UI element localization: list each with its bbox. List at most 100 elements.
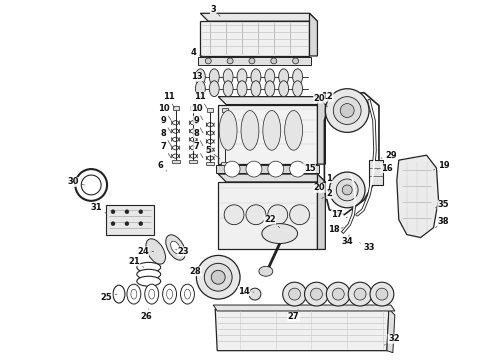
Circle shape <box>249 58 255 64</box>
Polygon shape <box>206 162 214 165</box>
Ellipse shape <box>219 111 237 150</box>
Text: 17: 17 <box>331 210 347 219</box>
Circle shape <box>125 210 129 214</box>
Text: 9: 9 <box>194 116 203 133</box>
Text: 31: 31 <box>90 203 107 213</box>
Polygon shape <box>221 162 229 165</box>
Text: 34: 34 <box>342 235 353 246</box>
Ellipse shape <box>279 81 289 96</box>
Text: 15: 15 <box>304 163 319 176</box>
Circle shape <box>305 282 328 306</box>
Text: 27: 27 <box>288 309 299 321</box>
Circle shape <box>348 282 372 306</box>
Text: 30: 30 <box>68 177 84 186</box>
Polygon shape <box>172 105 178 109</box>
Circle shape <box>311 288 322 300</box>
Ellipse shape <box>223 69 233 85</box>
Circle shape <box>354 288 366 300</box>
Text: 35: 35 <box>436 200 449 209</box>
Text: 11: 11 <box>195 92 207 108</box>
Circle shape <box>227 58 233 64</box>
Text: 22: 22 <box>264 215 280 228</box>
Ellipse shape <box>209 69 219 85</box>
Text: 12: 12 <box>318 92 333 101</box>
Text: 18: 18 <box>328 225 343 234</box>
Text: 19: 19 <box>434 161 449 170</box>
Ellipse shape <box>237 69 247 85</box>
Text: 38: 38 <box>436 217 449 228</box>
Polygon shape <box>200 21 310 56</box>
Text: 28: 28 <box>190 267 205 276</box>
Ellipse shape <box>251 69 261 85</box>
Polygon shape <box>218 182 318 249</box>
Ellipse shape <box>265 69 275 85</box>
Text: 7: 7 <box>194 142 203 158</box>
Text: 20: 20 <box>314 94 327 107</box>
Ellipse shape <box>167 289 172 299</box>
Text: 8: 8 <box>194 129 203 146</box>
Ellipse shape <box>113 285 125 303</box>
Polygon shape <box>369 160 383 185</box>
Circle shape <box>329 172 365 208</box>
Text: 13: 13 <box>191 72 205 83</box>
Text: 11: 11 <box>163 92 174 108</box>
Circle shape <box>271 58 277 64</box>
Circle shape <box>376 288 388 300</box>
Circle shape <box>249 288 261 300</box>
Circle shape <box>139 222 143 226</box>
Ellipse shape <box>196 81 205 96</box>
Ellipse shape <box>262 224 297 243</box>
Ellipse shape <box>146 239 166 264</box>
Ellipse shape <box>293 81 302 96</box>
Ellipse shape <box>137 262 161 272</box>
Ellipse shape <box>263 111 281 150</box>
Polygon shape <box>222 108 228 112</box>
Circle shape <box>75 169 107 201</box>
Ellipse shape <box>145 284 159 304</box>
Text: 16: 16 <box>378 163 393 172</box>
Text: 14: 14 <box>238 287 254 296</box>
Polygon shape <box>218 96 325 105</box>
Circle shape <box>111 222 115 226</box>
Ellipse shape <box>137 269 161 279</box>
Circle shape <box>224 161 240 177</box>
Ellipse shape <box>241 111 259 150</box>
Ellipse shape <box>196 69 205 85</box>
Ellipse shape <box>127 284 141 304</box>
Ellipse shape <box>209 81 219 96</box>
Polygon shape <box>218 174 325 182</box>
Circle shape <box>125 222 129 226</box>
Text: 1: 1 <box>322 174 332 183</box>
Circle shape <box>246 161 262 177</box>
Ellipse shape <box>251 81 261 96</box>
Text: 33: 33 <box>360 243 375 252</box>
Ellipse shape <box>180 284 195 304</box>
Circle shape <box>81 175 101 195</box>
Ellipse shape <box>184 289 191 299</box>
Text: 10: 10 <box>158 104 171 120</box>
Circle shape <box>246 205 266 225</box>
Text: 4: 4 <box>191 49 208 58</box>
Ellipse shape <box>259 266 273 276</box>
Polygon shape <box>198 57 312 65</box>
Polygon shape <box>190 160 197 163</box>
Ellipse shape <box>149 289 155 299</box>
Text: 10: 10 <box>191 104 203 120</box>
Text: 24: 24 <box>137 247 154 256</box>
Polygon shape <box>213 305 395 311</box>
Text: 21: 21 <box>128 257 144 267</box>
Circle shape <box>290 205 310 225</box>
Text: 26: 26 <box>140 309 151 321</box>
Polygon shape <box>310 13 318 56</box>
Polygon shape <box>207 108 213 112</box>
Ellipse shape <box>166 235 185 260</box>
Ellipse shape <box>163 284 176 304</box>
Ellipse shape <box>137 276 161 286</box>
Ellipse shape <box>171 241 180 254</box>
Text: 5: 5 <box>205 146 220 158</box>
Circle shape <box>224 205 244 225</box>
Circle shape <box>268 205 288 225</box>
Circle shape <box>342 185 352 195</box>
Text: 6: 6 <box>158 161 167 171</box>
Text: 8: 8 <box>161 129 171 146</box>
